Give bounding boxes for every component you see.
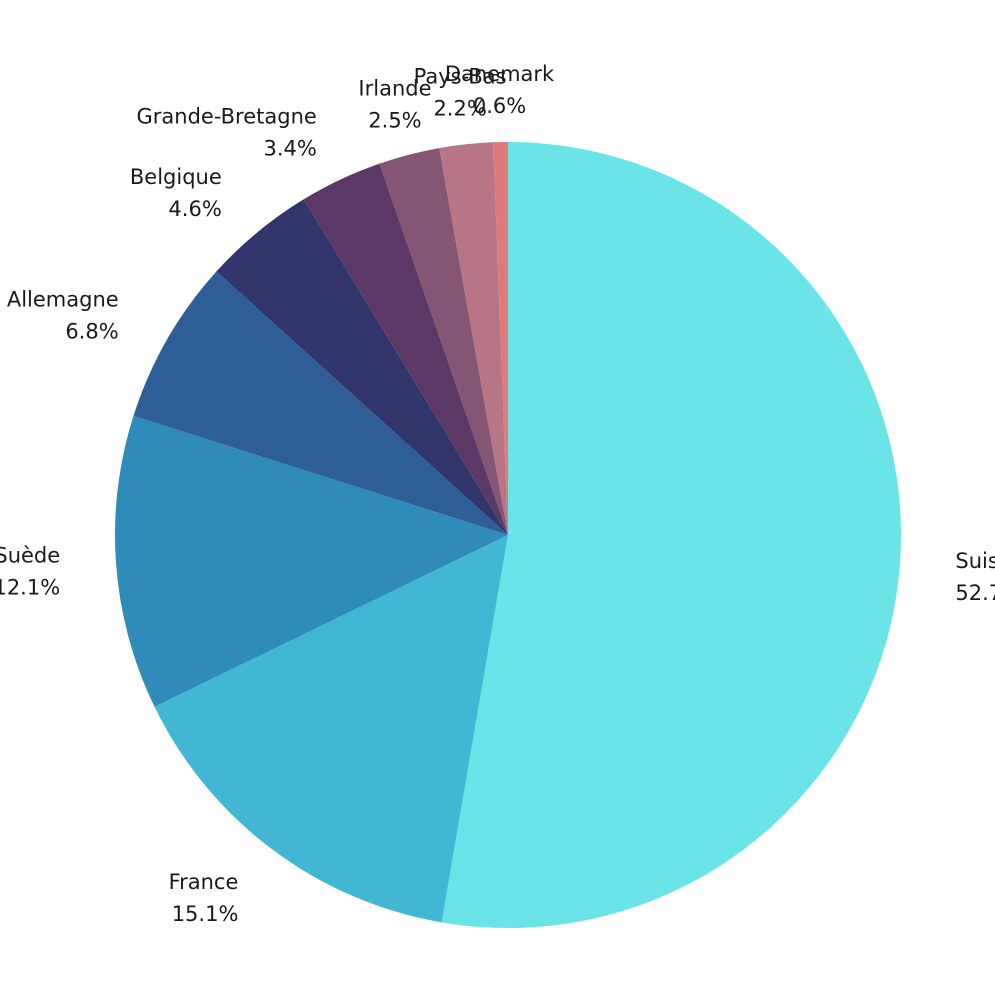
slice-label-pays-bas: Pays-Bas — [414, 65, 507, 89]
slice-label-suisse: Suisse — [955, 549, 995, 573]
pie-slice-suisse — [441, 142, 901, 928]
labels-group: Suisse 52.7% France 15.1% Suède 12.1% Allemagn… — [0, 62, 995, 926]
slices-group — [115, 142, 901, 928]
slice-label-belgique: Belgique — [130, 165, 222, 189]
pie-slice-pays-bas — [439, 142, 508, 535]
slice-label-irlande: Irlande — [358, 76, 431, 100]
pie-slice-danemark — [493, 142, 508, 535]
slice-percent-pays-bas: 2.2% — [433, 97, 486, 121]
slice-percent-suede: 12.1% — [0, 575, 60, 599]
pie-slice-allemagne — [133, 271, 508, 535]
slice-percent-grande-bretagne: 3.4% — [263, 137, 316, 161]
pie-slice-belgique — [216, 199, 508, 535]
slice-label-grande-bretagne: Grande-Bretagne — [136, 105, 316, 129]
slice-percent-france: 15.1% — [172, 902, 239, 926]
pie-slice-france — [154, 535, 508, 923]
slice-label-danemark: Danemark — [445, 62, 555, 86]
slice-label-france: France — [169, 870, 239, 894]
slice-percent-suisse: 52.7% — [955, 581, 995, 605]
pie-slice-suede — [115, 415, 508, 707]
slice-percent-allemagne: 6.8% — [65, 319, 118, 343]
slice-percent-danemark: 0.6% — [473, 94, 526, 118]
slice-percent-irlande: 2.5% — [368, 108, 421, 132]
slice-percent-belgique: 4.6% — [168, 197, 221, 221]
slice-label-suede: Suède — [0, 543, 60, 567]
pie-slice-grande-bretagne — [303, 163, 508, 535]
pie-slice-irlande — [379, 148, 508, 535]
slice-label-allemagne: Allemagne — [7, 287, 119, 311]
